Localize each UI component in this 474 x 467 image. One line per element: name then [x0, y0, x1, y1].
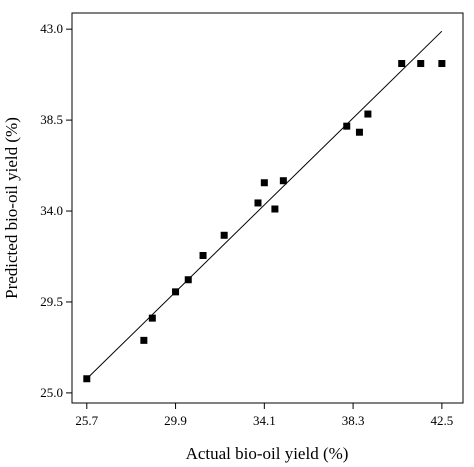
data-point [83, 375, 91, 383]
data-point [220, 231, 228, 239]
data-point [355, 128, 363, 136]
data-point [140, 336, 148, 344]
x-tick-label: 42.5 [430, 413, 453, 428]
data-point [364, 110, 372, 118]
data-point [398, 60, 406, 68]
x-tick-label: 25.7 [75, 413, 98, 428]
data-point [172, 288, 180, 296]
data-point [148, 314, 156, 322]
regression-line-group [86, 30, 443, 380]
y-tick-label: 25.0 [40, 385, 63, 400]
data-point [184, 276, 192, 284]
plot-frame [71, 12, 464, 404]
y-axis-label: Predicted bio-oil yield (%) [2, 117, 21, 299]
x-tick-label: 38.3 [342, 413, 365, 428]
data-point [199, 251, 207, 259]
data-point [343, 122, 351, 130]
x-axis-ticks: 25.7 29.9 34.1 38.3 42.5 [75, 403, 453, 428]
data-point [438, 60, 446, 68]
data-point [254, 199, 262, 207]
data-points [83, 60, 446, 383]
y-tick-label: 38.5 [40, 112, 63, 127]
y-tick-label: 29.5 [40, 294, 63, 309]
data-point [260, 179, 268, 187]
y-tick-label: 34.0 [40, 203, 63, 218]
x-axis-label: Actual bio-oil yield (%) [186, 444, 349, 463]
data-point [271, 205, 279, 213]
y-axis-ticks: 25.0 29.5 34.0 38.5 43.0 [40, 21, 72, 400]
x-tick-label: 34.1 [253, 413, 276, 428]
data-point [279, 177, 287, 185]
data-point [417, 60, 425, 68]
x-tick-label: 29.9 [164, 413, 187, 428]
y-tick-label: 43.0 [40, 21, 63, 36]
regression-line [86, 30, 443, 380]
